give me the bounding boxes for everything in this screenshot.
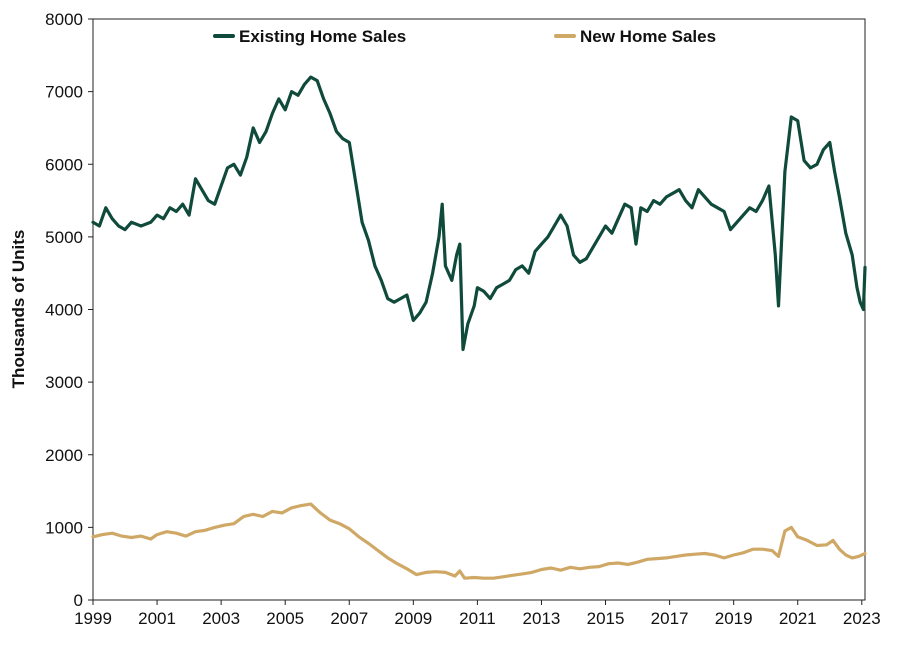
x-tick-label: 2017 <box>651 609 689 628</box>
x-tick-label: 2003 <box>202 609 240 628</box>
legend: Existing Home Sales New Home Sales <box>213 27 716 46</box>
x-tick-label: 2019 <box>715 609 753 628</box>
y-tick-label: 2000 <box>45 446 83 465</box>
x-tick-label: 2021 <box>779 609 817 628</box>
y-tick-label: 5000 <box>45 228 83 247</box>
x-axis: 1999 2001 2003 2005 2007 2009 2011 2013 2015 2017… <box>74 600 881 628</box>
y-tick-label: 0 <box>74 591 83 610</box>
x-tick-label: 2001 <box>138 609 176 628</box>
y-tick-label: 8000 <box>45 10 83 29</box>
y-tick-label: 7000 <box>45 83 83 102</box>
plot-area <box>92 18 866 601</box>
legend-label-1: New Home Sales <box>580 27 716 46</box>
x-tick-label: 2009 <box>394 609 432 628</box>
x-tick-label: 2011 <box>459 609 496 628</box>
x-tick-label: 1999 <box>74 609 112 628</box>
x-tick-label: 2023 <box>843 609 881 628</box>
x-tick-label: 2007 <box>330 609 368 628</box>
y-tick-label: 1000 <box>45 518 83 537</box>
y-tick-label: 3000 <box>45 373 83 392</box>
series-lines <box>91 75 867 580</box>
x-tick-label: 2005 <box>266 609 304 628</box>
x-tick-label: 2015 <box>587 609 625 628</box>
x-tick-label: 2013 <box>523 609 561 628</box>
legend-label-0: Existing Home Sales <box>239 27 406 46</box>
y-tick-label: 6000 <box>45 155 83 174</box>
y-axis: 0 1000 2000 3000 4000 5000 6000 7000 8000 <box>45 10 93 610</box>
series-line-0 <box>91 75 867 351</box>
y-tick-label: 4000 <box>45 301 83 320</box>
y-axis-title: Thousands of Units <box>9 230 28 389</box>
series-line-1 <box>91 502 867 580</box>
